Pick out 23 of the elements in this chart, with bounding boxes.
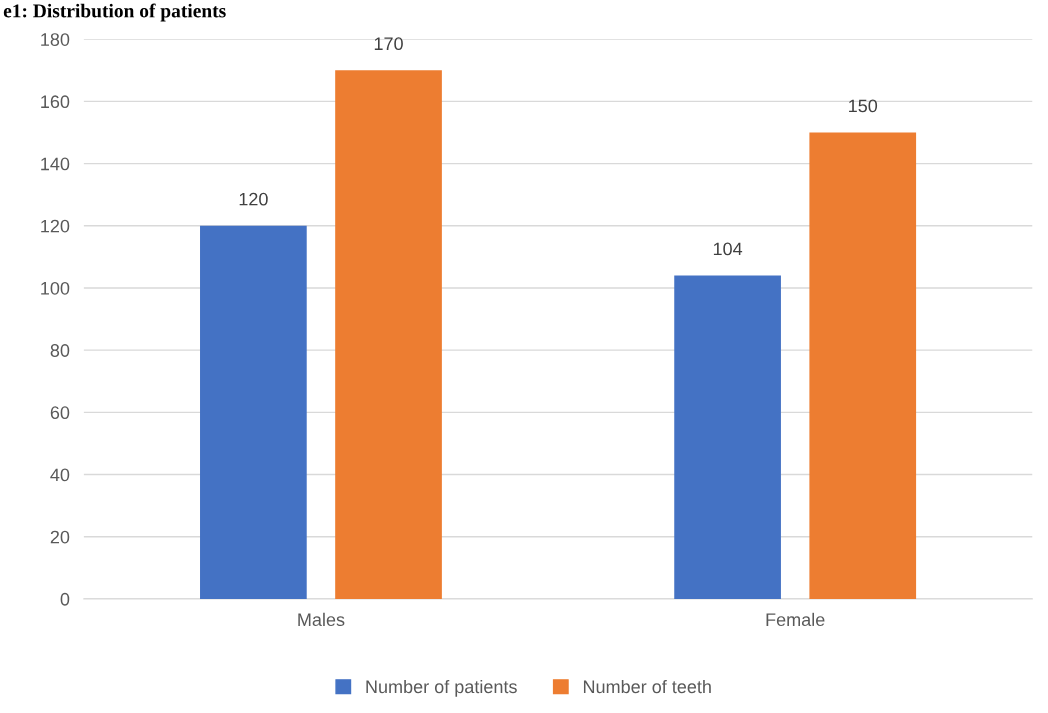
data-label: 120	[239, 192, 268, 206]
y-tick-label: 160	[41, 95, 70, 109]
y-tick-label: 60	[50, 406, 70, 420]
y-tick-label: 140	[41, 157, 70, 171]
y-tick-label: 20	[50, 530, 70, 544]
bar	[809, 132, 917, 599]
chart-title: e1: Distribution of patients	[3, 3, 226, 22]
y-tick-label: 100	[41, 281, 70, 295]
y-tick-label: 180	[41, 33, 70, 46]
y-tick-label: 80	[50, 344, 70, 357]
x-tick-label: Female	[766, 612, 825, 627]
bar	[674, 275, 781, 599]
bar	[335, 70, 442, 599]
y-tick-label: 0	[60, 592, 70, 606]
y-tick-label: 120	[41, 219, 70, 233]
legend-label: Number of patients	[366, 679, 517, 697]
legend-label: Number of teeth	[583, 679, 711, 694]
data-label: 170	[374, 37, 403, 51]
data-label: 150	[849, 99, 878, 113]
y-tick-label: 40	[50, 468, 70, 482]
bar	[200, 225, 307, 599]
x-tick-label: Males	[298, 612, 345, 627]
data-label: 104	[713, 242, 743, 256]
